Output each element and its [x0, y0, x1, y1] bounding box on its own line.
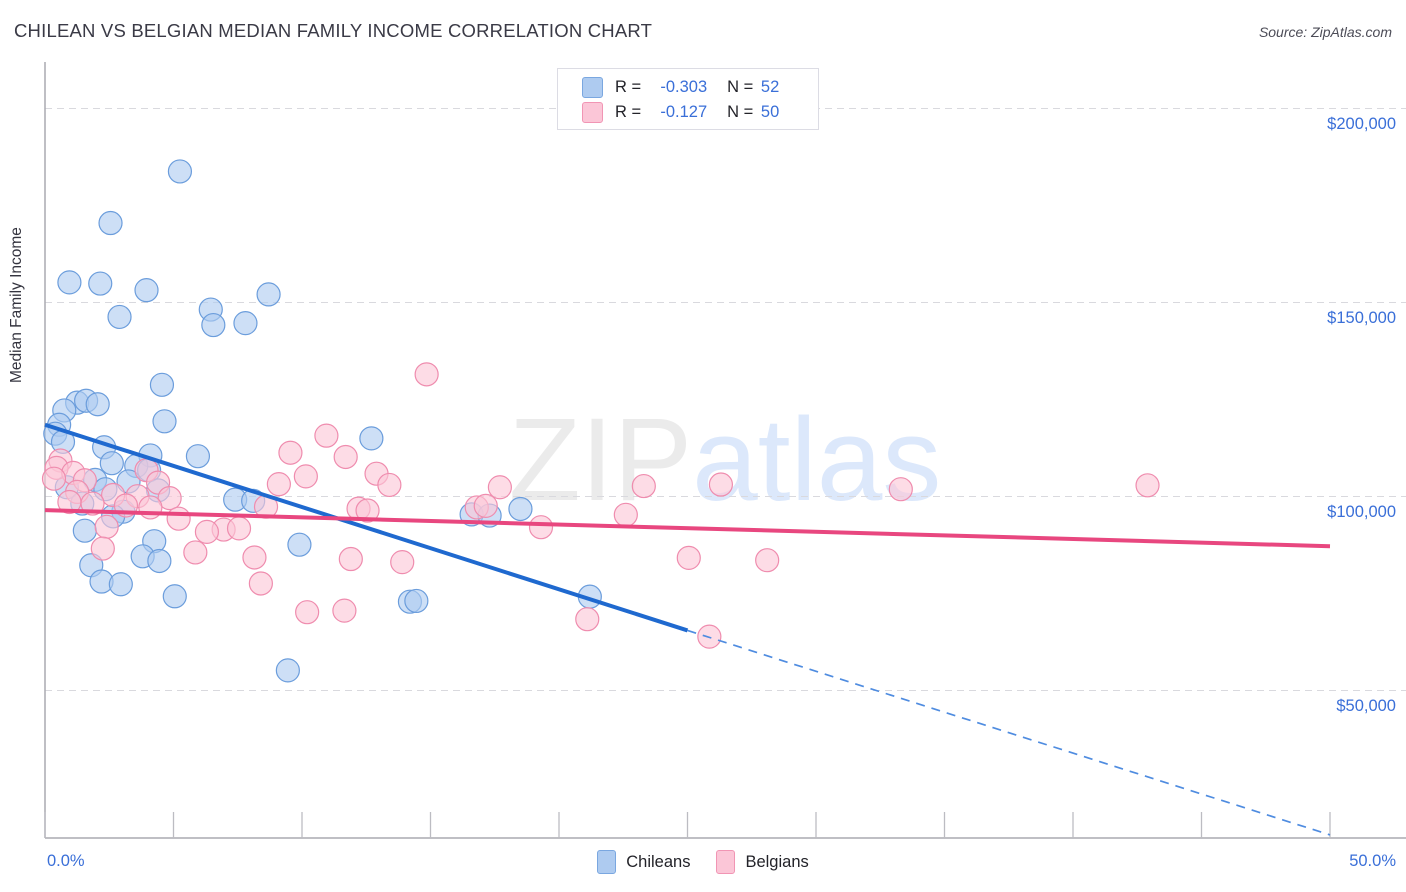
data-point	[88, 271, 113, 296]
data-point	[242, 545, 267, 570]
source-label: Source: ZipAtlas.com	[1258, 24, 1392, 40]
data-point	[41, 466, 67, 491]
r-label-belgians: R =	[615, 103, 642, 121]
data-point	[256, 282, 281, 307]
y-tick-label: $150,000	[1327, 308, 1396, 327]
stats-row-belgians: R = -0.127 N = 50	[582, 100, 818, 125]
data-point	[233, 311, 258, 336]
belgians-legend-swatch-icon	[716, 850, 736, 874]
y-tick-label: $50,000	[1336, 696, 1396, 715]
data-point	[226, 516, 252, 541]
watermark: ZIPatlas	[509, 394, 942, 526]
data-point	[167, 159, 193, 184]
r-value-chileans: -0.303	[660, 78, 708, 96]
data-point	[134, 278, 159, 303]
belgians-swatch-icon	[582, 102, 603, 123]
data-point	[183, 540, 208, 565]
data-point	[333, 444, 358, 470]
data-point	[314, 423, 339, 448]
data-point	[287, 532, 312, 557]
data-point	[266, 472, 291, 497]
data-point	[94, 514, 119, 539]
stats-legend-box: R = -0.303 N = 52 R = -0.127 N = 50	[557, 68, 819, 130]
legend-item-chileans[interactable]: Chileans	[597, 850, 690, 874]
data-point	[80, 491, 105, 516]
data-point	[194, 519, 220, 544]
data-point	[107, 304, 132, 330]
data-point	[473, 493, 498, 518]
data-point	[338, 546, 363, 572]
data-point	[613, 502, 638, 527]
r-value-belgians: -0.127	[660, 103, 708, 121]
data-point	[377, 472, 402, 498]
data-point	[147, 548, 172, 574]
n-label-chileans: N =	[727, 78, 754, 96]
data-point	[275, 658, 300, 683]
n-value-belgians: 50	[760, 103, 780, 121]
legend-label-belgians: Belgians	[745, 852, 809, 871]
series-legend: Chileans Belgians	[0, 850, 1406, 874]
data-point	[166, 506, 191, 531]
chileans-swatch-icon	[582, 77, 603, 98]
legend-label-chileans: Chileans	[626, 852, 691, 871]
data-point	[708, 472, 734, 497]
page-title: CHILEAN VS BELGIAN MEDIAN FAMILY INCOME …	[14, 20, 653, 41]
data-point	[278, 440, 303, 465]
data-point	[57, 270, 82, 295]
legend-item-belgians[interactable]: Belgians	[716, 850, 809, 874]
data-point	[248, 571, 273, 596]
data-point	[149, 372, 175, 397]
n-label-belgians: N =	[727, 103, 754, 121]
r-label-chileans: R =	[615, 78, 642, 96]
data-point	[888, 477, 913, 502]
data-point	[72, 518, 97, 543]
data-point	[404, 588, 429, 614]
data-point	[575, 607, 600, 632]
data-point	[138, 495, 163, 520]
data-point	[152, 409, 177, 434]
data-point	[90, 536, 115, 561]
x-tick-label-max: 50.0%	[1349, 852, 1396, 870]
data-point	[528, 515, 554, 540]
data-point	[359, 426, 384, 451]
y-tick-label: $200,000	[1327, 114, 1396, 133]
data-point	[676, 545, 701, 570]
data-point	[295, 600, 320, 625]
data-point	[390, 550, 415, 575]
data-point	[162, 584, 187, 609]
trendline-belgians	[44, 508, 1331, 549]
data-point	[1135, 473, 1160, 498]
data-point	[99, 451, 124, 476]
data-point	[85, 392, 110, 417]
stats-row-chileans: R = -0.303 N = 52	[582, 75, 818, 100]
data-point	[414, 362, 439, 387]
data-point	[98, 210, 123, 236]
data-point	[508, 496, 533, 522]
data-point	[332, 598, 357, 623]
data-point	[755, 548, 780, 573]
data-point	[185, 444, 211, 469]
data-point	[487, 475, 512, 500]
data-point	[631, 473, 656, 499]
data-point	[355, 498, 380, 523]
y-tick-label: $100,000	[1327, 502, 1396, 521]
chileans-legend-swatch-icon	[597, 850, 617, 874]
data-point	[293, 464, 318, 489]
x-tick-label-min: 0.0%	[47, 852, 85, 870]
data-point	[157, 486, 182, 511]
data-point	[201, 312, 226, 338]
trendline-chileans	[44, 422, 689, 633]
data-point	[108, 572, 133, 597]
trendline-chileans-projection	[687, 629, 1331, 836]
n-value-chileans: 52	[760, 78, 780, 96]
